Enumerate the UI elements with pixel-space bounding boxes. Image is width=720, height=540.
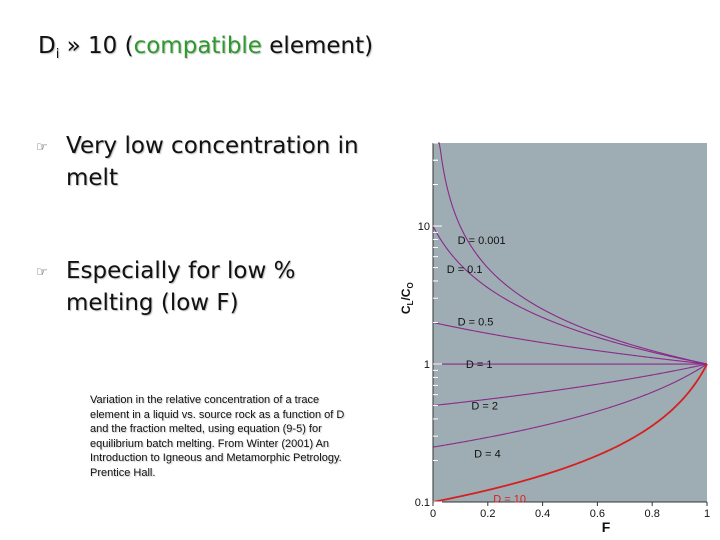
tick-labels: 0 0.2 0.4 0.6 0.8 1 10 1 0.1 [415, 221, 710, 520]
series-label: D = 1 [466, 359, 493, 371]
y-tick-label: 1 [424, 359, 430, 371]
y-tick-label: 10 [418, 221, 430, 233]
x-tick-label: 0.6 [590, 508, 605, 520]
bullet-item: ☞ Very low concentration in melt [36, 130, 406, 200]
x-tick-label: 0 [430, 508, 436, 520]
series-line [432, 363, 708, 407]
series-labels: D = 0.001 D = 0.1 D = 0.5 D = 1 D = 2 D = 4 D … [447, 235, 526, 506]
batch-melting-chart: D = 0.001 D = 0.1 D = 0.5 D = 1 D = 2 D = 4 D … [399, 142, 710, 535]
slide-title: Di » 10 (compatible element) [38, 33, 374, 62]
series-line [433, 142, 708, 365]
caption-line: Prentice Hall. [90, 466, 156, 479]
series-line [432, 321, 708, 365]
y-tick-label: 0.1 [415, 497, 430, 509]
series-label: D = 0.5 [458, 316, 494, 328]
series-line [432, 363, 708, 503]
bullet-line: melt [66, 165, 118, 191]
axis-titles: F CL/CO [399, 282, 611, 535]
bullet-text: Especially for low % melting (low F) [66, 255, 295, 319]
title-middle: » 10 ( [59, 33, 134, 59]
series-line [432, 225, 708, 365]
title-highlight: compatible [133, 33, 262, 59]
caption-line: Introduction to Igneous and Metamorphic … [90, 452, 342, 464]
series-label: D = 10 [493, 494, 526, 506]
x-tick-label: 1 [704, 508, 710, 520]
pointing-hand-icon: ☞ [36, 265, 48, 280]
x-tick-label: 0.2 [480, 508, 495, 520]
axis-ticks [432, 142, 708, 506]
bullet-line: melting (low F) [66, 290, 239, 316]
x-tick-label: 0.8 [645, 508, 660, 520]
bullet-item: ☞ Especially for low % melting (low F) [36, 255, 406, 325]
series-curves [432, 142, 708, 503]
y-axis-title: CL/CO [399, 282, 415, 314]
bullet-line: Especially for low % [66, 258, 296, 284]
series-label: D = 2 [471, 400, 498, 412]
series-label: D = 0.001 [458, 235, 506, 247]
caption-line: and the fraction melted, using equation … [90, 423, 322, 435]
pointing-hand-icon: ☞ [36, 140, 48, 155]
title-subscript: i [55, 47, 60, 62]
bullet-text: Very low concentration in melt [66, 130, 359, 194]
caption-line: element in a liquid vs. source rock as a… [90, 408, 345, 421]
caption-line: Variation in the relative concentration … [90, 394, 320, 406]
title-suffix: element) [261, 33, 374, 59]
figure-caption: Variation in the relative concentration … [90, 393, 390, 480]
series-label: D = 0.1 [447, 264, 483, 276]
bullet-line: Very low concentration in [66, 133, 359, 159]
caption-line: equilibrium batch melting. From Winter (… [90, 437, 330, 450]
x-axis-title: F [602, 519, 611, 535]
title-prefix: D [38, 33, 56, 59]
x-tick-label: 0.4 [535, 508, 550, 520]
series-line [432, 363, 708, 448]
series-label: D = 4 [474, 449, 501, 461]
